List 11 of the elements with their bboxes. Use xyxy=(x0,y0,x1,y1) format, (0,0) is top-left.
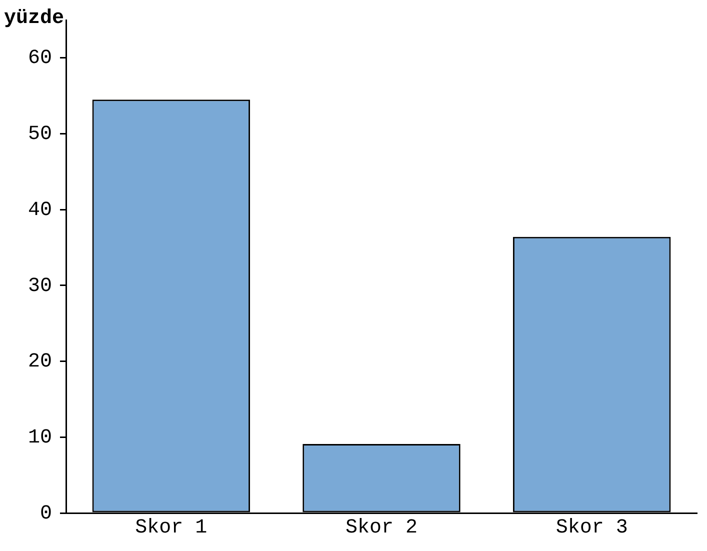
x-tick-label: Skor 3 xyxy=(556,516,628,540)
y-tick-label: 10 xyxy=(28,426,52,450)
y-axis-title: yüzde xyxy=(4,7,64,30)
y-tick-label: 40 xyxy=(28,198,52,222)
x-tick-label: Skor 2 xyxy=(345,516,418,540)
y-tick-label: 0 xyxy=(40,502,52,526)
y-tick-label: 60 xyxy=(28,47,52,70)
y-tick-label: 20 xyxy=(28,350,52,374)
x-tick-label: Skor 1 xyxy=(135,516,208,540)
y-tick-label: 50 xyxy=(28,123,52,146)
y-tick-label: 30 xyxy=(28,274,52,298)
